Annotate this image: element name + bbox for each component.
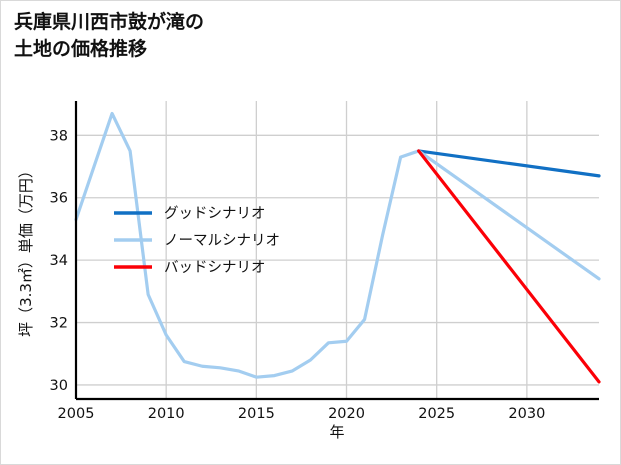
series-line xyxy=(417,149,601,178)
x-tick-label: 2030 xyxy=(508,406,545,422)
series-lines xyxy=(74,111,601,384)
x-tick-label: 2015 xyxy=(238,406,275,422)
y-tick-label: 36 xyxy=(50,191,68,207)
y-tick-label: 34 xyxy=(50,253,68,269)
x-tick-label: 2005 xyxy=(58,406,95,422)
grid-lines xyxy=(75,101,599,399)
legend-label[interactable]: ノーマルシナリオ xyxy=(164,233,280,249)
x-axis-title: 年 xyxy=(329,423,344,441)
x-tick-label: 2020 xyxy=(328,406,365,422)
y-axis-title: 坪（3.3㎡）単価（万円） xyxy=(17,163,35,337)
y-tick-label: 30 xyxy=(50,378,68,394)
page-title: 兵庫県川西市鼓が滝の 土地の価格推移 xyxy=(14,11,205,60)
series-line xyxy=(74,111,601,379)
x-tick-labels: 2005 2010 2015 2020 2025 2030 xyxy=(58,406,546,422)
series-line xyxy=(417,149,601,384)
y-tick-labels: 30 32 34 36 38 xyxy=(50,128,68,394)
x-tick-label: 2025 xyxy=(418,406,455,422)
legend-label[interactable]: バッドシナリオ xyxy=(164,260,266,276)
x-tick-label: 2010 xyxy=(148,406,185,422)
y-tick-label: 38 xyxy=(50,128,68,144)
y-tick-label: 32 xyxy=(50,316,68,332)
legend-label[interactable]: グッドシナリオ xyxy=(164,205,266,222)
